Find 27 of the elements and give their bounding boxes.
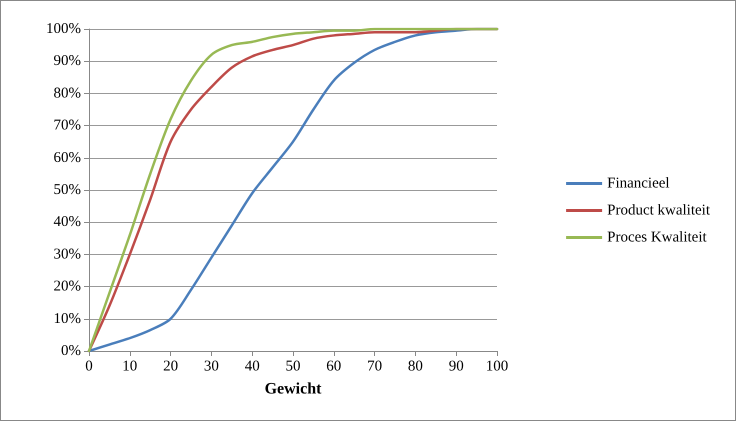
x-tick-label: 60 [326, 358, 342, 374]
x-axis-title: Gewicht [264, 380, 322, 398]
y-tick-label: 30% [54, 246, 81, 262]
x-tick-label: 0 [85, 358, 93, 374]
x-tick-label: 40 [244, 358, 260, 374]
y-tick-label: 40% [54, 214, 81, 230]
line-series [88, 28, 498, 352]
x-tick-label: 100 [486, 358, 508, 374]
y-tick-label: 80% [54, 85, 81, 102]
y-tick-label: 50% [54, 182, 81, 198]
legend-label: Financieel [607, 176, 670, 192]
y-tick-label: 70% [54, 118, 81, 134]
x-tick-label: 90 [448, 358, 464, 374]
y-tick-label: 10% [54, 310, 81, 327]
legend-label: Product kwaliteit [607, 202, 711, 218]
x-tick-label: 70 [367, 358, 382, 374]
x-tick-label: 50 [286, 358, 300, 374]
y-tick-label: 60% [54, 150, 81, 166]
y-tick-label: 20% [54, 278, 81, 295]
y-tick-label: 100% [46, 21, 81, 37]
x-tick-label: 10 [122, 358, 138, 374]
y-tick-label: 90% [54, 53, 81, 70]
y-tick-label: 0% [61, 343, 81, 359]
legend-label: Proces Kwaliteit [607, 230, 708, 246]
x-tick-label: 80 [408, 358, 423, 374]
x-tick-label: 20 [163, 358, 178, 374]
x-tick-label: 30 [204, 358, 219, 374]
